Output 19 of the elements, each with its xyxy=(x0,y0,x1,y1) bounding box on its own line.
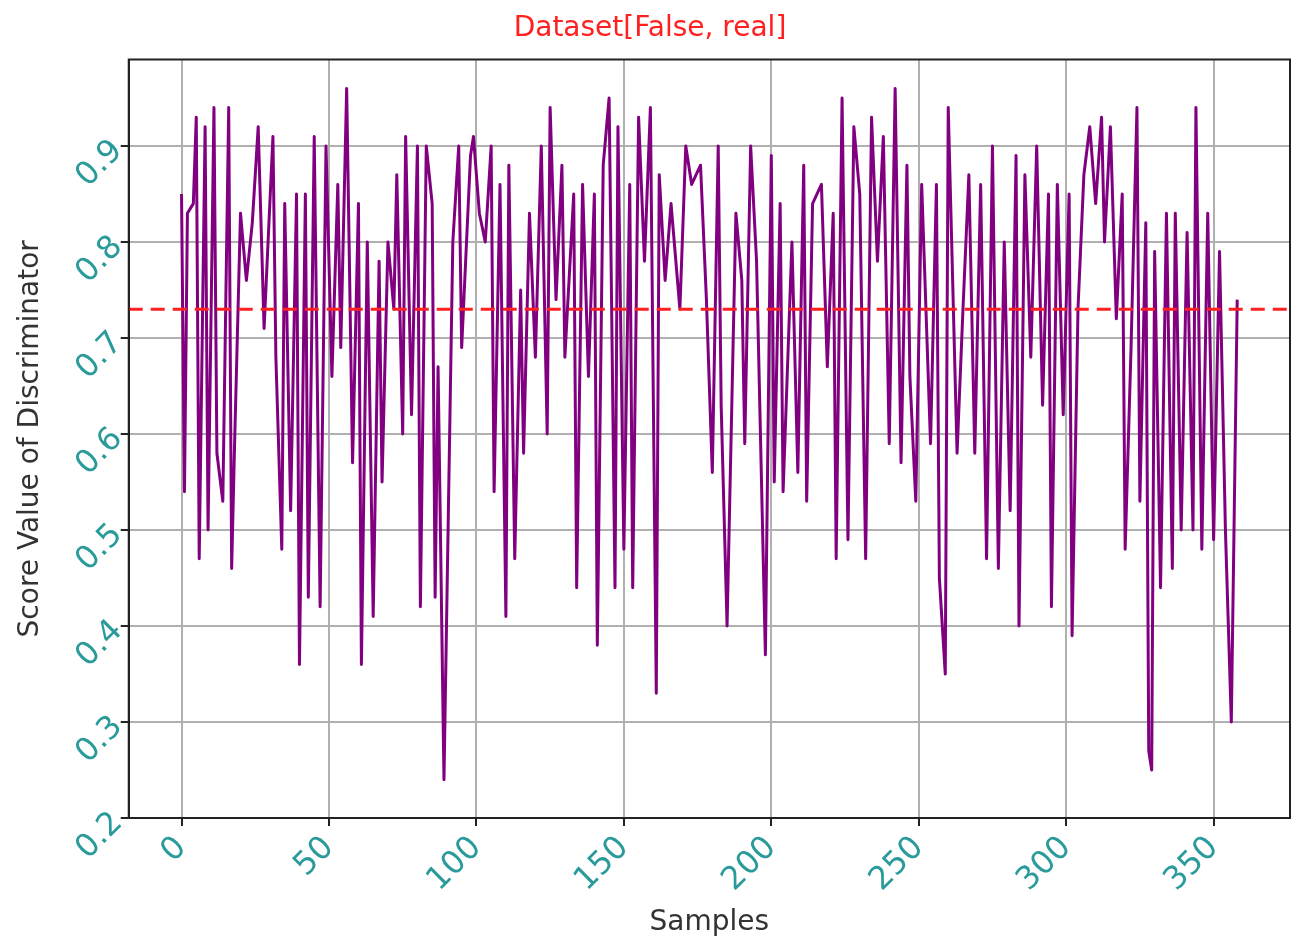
y-axis-title: Score Value of Discriminator xyxy=(12,239,46,638)
y-tick-label: 0.7 xyxy=(66,322,130,386)
x-tick-label: 100 xyxy=(417,827,488,898)
x-axis-title: Samples xyxy=(649,904,770,938)
x-tick-label: 0 xyxy=(151,827,194,869)
y-tick-label: 0.8 xyxy=(66,226,130,290)
chart-title: Dataset[False, real] xyxy=(513,10,787,44)
x-tick-label: 200 xyxy=(712,827,783,898)
y-tick-label: 0.2 xyxy=(66,802,130,866)
x-tick-label: 350 xyxy=(1155,827,1226,898)
x-tick-label: 300 xyxy=(1007,827,1078,898)
x-tick-label: 150 xyxy=(565,827,636,898)
y-tick-label: 0.5 xyxy=(66,514,130,578)
y-tick-label: 0.3 xyxy=(66,706,130,770)
y-tick-label: 0.4 xyxy=(66,610,130,674)
y-tick-label: 0.9 xyxy=(66,130,130,194)
x-tick-label: 50 xyxy=(284,827,341,883)
x-tick-label: 250 xyxy=(860,827,931,898)
y-tick-label: 0.6 xyxy=(66,418,130,482)
